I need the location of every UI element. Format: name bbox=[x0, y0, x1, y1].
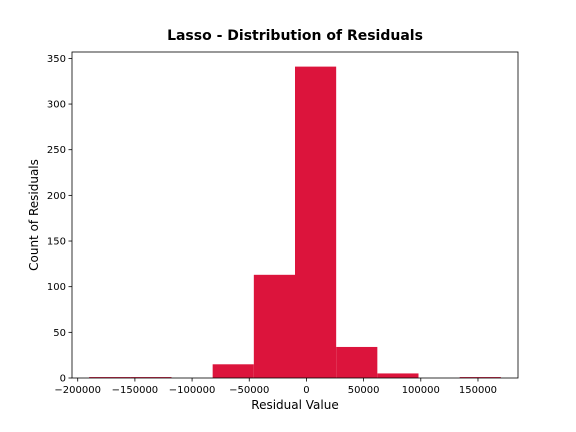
x-tick-label: 50000 bbox=[348, 385, 380, 396]
y-axis-label: Count of Residuals bbox=[27, 159, 41, 271]
x-tick-label: −100000 bbox=[169, 385, 216, 396]
y-tick-label: 350 bbox=[47, 54, 66, 65]
y-tick-label: 50 bbox=[53, 328, 66, 339]
y-tick-label: 200 bbox=[47, 191, 66, 202]
y-tick-label: 300 bbox=[47, 100, 66, 111]
x-tick-label: −150000 bbox=[112, 385, 159, 396]
histogram-bar bbox=[377, 373, 419, 378]
x-tick-label: 100000 bbox=[402, 385, 440, 396]
plot-frame bbox=[71, 51, 519, 379]
histogram-bar bbox=[253, 274, 295, 378]
y-tick-label: 0 bbox=[60, 374, 66, 385]
y-tick-label: 150 bbox=[47, 237, 66, 248]
histogram-bar bbox=[459, 377, 501, 378]
x-tick-label: −50000 bbox=[229, 385, 269, 396]
histogram-bar bbox=[89, 377, 131, 378]
histogram-bar bbox=[336, 346, 378, 378]
histogram-bars bbox=[89, 66, 501, 378]
histogram-bar bbox=[295, 66, 337, 378]
chart-title: Lasso - Distribution of Residuals bbox=[167, 28, 423, 44]
y-tick-label: 250 bbox=[47, 145, 66, 156]
x-axis-label: Residual Value bbox=[251, 398, 338, 412]
x-tick-label: 150000 bbox=[459, 385, 497, 396]
y-tick-label: 100 bbox=[47, 282, 66, 293]
x-tick-label: 0 bbox=[303, 385, 309, 396]
x-tick-label: −200000 bbox=[54, 385, 101, 396]
x-axis-ticks: −200000 −150000 −100000 −50000 0 50000 100000 1… bbox=[54, 378, 497, 396]
histogram-bar bbox=[130, 377, 172, 378]
y-axis-ticks: 0 50 100 150 200 250 300 350 bbox=[47, 54, 72, 385]
histogram-bar bbox=[212, 364, 254, 378]
